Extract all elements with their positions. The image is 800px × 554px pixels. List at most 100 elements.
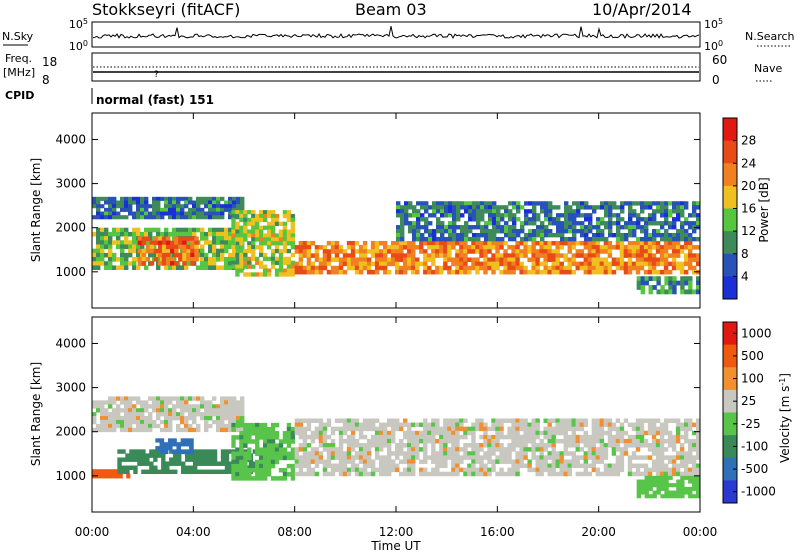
heatmap-cell <box>204 215 209 220</box>
heatmap-cell <box>141 257 147 262</box>
heatmap-cell <box>330 240 336 246</box>
heatmap-cell <box>232 408 237 413</box>
heatmap-cell <box>539 245 544 250</box>
heatmap-cell <box>400 205 405 210</box>
heatmap-cell <box>668 494 673 499</box>
heatmap-cell <box>247 210 252 215</box>
heatmap-cell <box>455 471 460 477</box>
heatmap-cell <box>596 236 601 242</box>
heatmap-cell <box>306 269 312 275</box>
heatmap-cell <box>683 471 689 477</box>
heatmap-cell <box>190 261 195 266</box>
heatmap-cell <box>270 256 276 262</box>
heatmap-cell <box>591 269 597 275</box>
heatmap-cell <box>290 264 296 269</box>
heatmap-cell <box>460 233 465 238</box>
heatmap-cell <box>411 422 416 428</box>
time-tick-label: 08:00 <box>277 525 312 539</box>
power-y-label: Slant Range [km] <box>29 158 43 262</box>
heatmap-cell <box>362 418 368 423</box>
heatmap-cell <box>362 443 368 448</box>
heatmap-cell <box>507 261 512 267</box>
heatmap-cell <box>170 244 175 250</box>
heatmap-cell <box>240 207 245 212</box>
heatmap-cell <box>452 221 457 226</box>
heatmap-cell <box>232 207 237 212</box>
heatmap-cell <box>152 204 157 209</box>
heatmap-cell <box>192 227 197 233</box>
heatmap-cell <box>298 253 304 258</box>
heatmap-cell <box>235 252 240 258</box>
heatmap-cell <box>386 438 392 444</box>
range-tick-label: 2000 <box>55 425 86 439</box>
heatmap-cell <box>679 447 685 452</box>
heatmap-cell <box>370 253 376 258</box>
heatmap-cell <box>188 469 194 475</box>
heatmap-cell <box>651 459 657 464</box>
heatmap-cell <box>631 265 637 271</box>
heatmap-cell <box>603 269 609 275</box>
heatmap-cell <box>128 261 133 266</box>
heatmap-cell <box>403 245 408 250</box>
heatmap-cell <box>235 272 240 277</box>
colorbar-tick-label: 28 <box>741 134 756 148</box>
heatmap-cell <box>471 249 476 254</box>
heatmap-cell <box>152 396 157 401</box>
heatmap-cell <box>338 269 344 275</box>
heatmap-cell <box>599 438 605 444</box>
heatmap-cell <box>407 426 412 432</box>
heatmap-cell <box>431 253 436 258</box>
heatmap-cell <box>132 240 137 245</box>
heatmap-cell <box>212 231 217 237</box>
heatmap-cell <box>443 418 448 423</box>
heatmap-cell <box>96 244 101 250</box>
heatmap-cell <box>286 268 292 273</box>
heatmap-cell <box>599 430 605 436</box>
heatmap-cell <box>587 245 593 250</box>
heatmap-cell <box>259 241 264 246</box>
heatmap-cell <box>104 265 109 271</box>
heatmap-cell <box>660 213 665 218</box>
heatmap-cell <box>564 221 569 226</box>
heatmap-cell <box>583 471 589 477</box>
heatmap-cell <box>680 475 685 480</box>
heatmap-cell <box>178 240 183 246</box>
heatmap-cell <box>204 236 209 241</box>
heatmap-cell <box>174 240 179 246</box>
heatmap-cell <box>114 469 119 475</box>
heatmap-cell <box>447 471 452 477</box>
heatmap-cell <box>216 231 221 237</box>
heatmap-cell <box>140 419 145 425</box>
heatmap-cell <box>628 201 633 206</box>
heatmap-cell <box>168 438 173 443</box>
heatmap-cell <box>548 213 553 218</box>
heatmap-cell <box>190 240 195 246</box>
heatmap-cell <box>447 249 452 254</box>
heatmap-cell <box>200 412 205 417</box>
heatmap-cell <box>161 461 166 466</box>
heatmap-cell <box>599 257 605 263</box>
colorbar-segment <box>723 344 737 368</box>
heatmap-cell <box>584 205 589 210</box>
heatmap-cell <box>476 233 481 238</box>
heatmap-cell <box>564 205 569 210</box>
heatmap-cell <box>247 439 252 444</box>
heatmap-cell <box>631 245 637 250</box>
heatmap-cell <box>386 422 392 428</box>
heatmap-cell <box>568 236 573 242</box>
heatmap-cell <box>161 240 167 246</box>
heatmap-cell <box>632 201 637 206</box>
heatmap-cell <box>144 419 149 425</box>
heatmap-cell <box>447 240 452 246</box>
heatmap-cell <box>204 204 209 209</box>
heatmap-cell <box>648 201 653 206</box>
heatmap-cell <box>483 438 488 444</box>
heatmap-cell <box>235 268 240 273</box>
heatmap-cell <box>695 261 701 267</box>
heatmap-cell <box>679 443 685 448</box>
heatmap-cell <box>499 426 504 432</box>
heatmap-cell <box>200 227 205 233</box>
heatmap-cell <box>559 463 564 469</box>
heatmap-cell <box>651 426 657 432</box>
heatmap-cell <box>274 476 280 481</box>
